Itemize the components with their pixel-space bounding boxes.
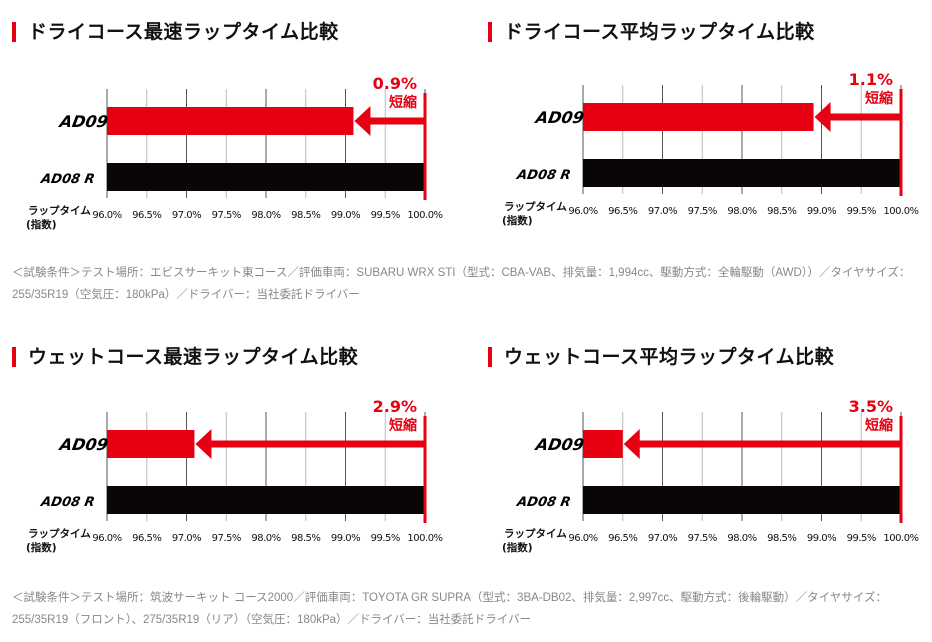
x-tick-label: 97.5% [688,533,717,544]
reduction-percent: 2.9% [373,397,417,416]
x-tick-label: 100.0% [407,210,442,221]
x-axis-label: (指数) [502,214,533,227]
category-label: AD09 [532,108,585,127]
x-tick-label: 99.0% [331,210,360,221]
x-axis-label: ラップタイム [28,527,91,540]
category-label: AD09 [56,435,109,454]
x-axis-label: ラップタイム [504,200,567,213]
chart-panel-wet-average: ウェットコース平均ラップタイム比較 96.0% 96.5% 97.0% 97.5% 98… [476,325,932,565]
bar-ad09 [107,107,354,135]
chart-panel-dry-average: ドライコース平均ラップタイム比較 96.0% 96.5% 97.0% 97.5% 98.… [476,0,932,240]
x-tick-label: 98.0% [727,533,756,544]
bar-ad08r [583,486,901,514]
x-tick-label: 98.5% [767,206,796,217]
reduction-arrow-head [623,429,640,459]
x-tick-label: 97.5% [212,533,241,544]
x-tick-label: 100.0% [883,206,918,217]
x-tick-label: 99.0% [807,533,836,544]
category-label: AD08 R [39,495,96,510]
reduction-arrow-head [195,429,212,459]
x-tick-label: 99.5% [847,206,876,217]
x-tick-label: 96.5% [608,533,637,544]
x-tick-label: 98.5% [767,533,796,544]
x-tick-label: 97.5% [688,206,717,217]
x-tick-label: 96.0% [92,210,121,221]
x-tick-label: 99.0% [807,206,836,217]
bar-ad08r [583,159,901,187]
x-tick-label: 97.0% [172,210,201,221]
x-axis-label: (指数) [502,541,533,554]
x-tick-label: 97.0% [172,533,201,544]
chart-panel-dry-fastest: ドライコース最速ラップタイム比較 96.0% 96.5% 97.0% 97.5% 98.… [0,0,460,240]
x-tick-label: 98.5% [291,210,320,221]
x-axis-label: (指数) [26,541,57,554]
x-axis-label: ラップタイム [28,204,91,217]
reduction-percent: 0.9% [373,74,417,93]
x-tick-label: 99.5% [371,210,400,221]
category-label: AD09 [56,112,109,131]
chart-title: ドライコース最速ラップタイム比較 [12,22,339,42]
x-tick-label: 97.0% [648,533,677,544]
x-axis-label: (指数) [26,218,57,231]
reduction-percent: 3.5% [849,397,893,416]
bar-ad09 [583,430,623,458]
x-tick-label: 96.5% [132,533,161,544]
reduction-label: 短縮 [389,417,417,434]
x-axis-label: ラップタイム [504,527,567,540]
x-tick-label: 96.5% [608,206,637,217]
reduction-arrow-head [354,106,371,136]
bar-ad08r [107,486,425,514]
x-tick-label: 100.0% [407,533,442,544]
chart-svg: 96.0% 96.5% 97.0% 97.5% 98.0% 98.5% 99.0% 99.5%… [26,74,443,231]
chart-svg: 96.0% 96.5% 97.0% 97.5% 98.0% 98.5% 99.0% 99.5%… [502,397,919,554]
x-tick-label: 99.0% [331,533,360,544]
bar-ad08r [107,163,425,191]
reduction-label: 短縮 [865,417,893,434]
chart-title: ウェットコース平均ラップタイム比較 [488,347,834,367]
reduction-arrow-head [814,102,831,132]
x-tick-label: 99.5% [847,533,876,544]
x-tick-label: 96.0% [92,533,121,544]
x-tick-label: 98.0% [251,210,280,221]
x-tick-label: 96.5% [132,210,161,221]
category-label: AD09 [532,435,585,454]
chart-title: ドライコース平均ラップタイム比較 [488,22,815,42]
chart-panel-wet-fastest: ウェットコース最速ラップタイム比較 96.0% 96.5% 97.0% 97.5% 98… [0,325,460,565]
x-tick-label: 96.0% [568,206,597,217]
x-tick-label: 96.0% [568,533,597,544]
test-conditions-wet: ＜試験条件＞テスト場所：筑波サーキット コース2000／評価車両：TOYOTA … [12,592,887,626]
x-tick-label: 98.0% [727,206,756,217]
category-label: AD08 R [515,495,572,510]
bar-ad09 [107,430,195,458]
x-tick-label: 97.0% [648,206,677,217]
chart-title: ウェットコース最速ラップタイム比較 [12,347,358,367]
x-tick-label: 99.5% [371,533,400,544]
test-conditions-dry: ＜試験条件＞テスト場所：エビスサーキット東コース／評価車両：SUBARU WRX… [12,267,911,301]
reduction-label: 短縮 [389,94,417,111]
chart-svg: 96.0% 96.5% 97.0% 97.5% 98.0% 98.5% 99.0% 99.5%… [26,397,443,554]
reduction-percent: 1.1% [849,70,893,89]
x-tick-label: 100.0% [883,533,918,544]
reduction-label: 短縮 [865,90,893,107]
bar-ad09 [583,103,814,131]
x-tick-label: 97.5% [212,210,241,221]
chart-svg: 96.0% 96.5% 97.0% 97.5% 98.0% 98.5% 99.0% 99.5%… [502,70,919,227]
category-label: AD08 R [39,172,96,187]
x-tick-label: 98.0% [251,533,280,544]
x-tick-label: 98.5% [291,533,320,544]
category-label: AD08 R [515,168,572,183]
